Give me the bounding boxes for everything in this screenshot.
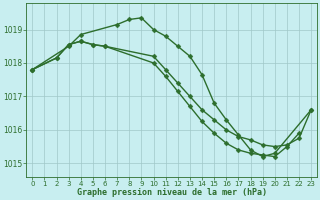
- X-axis label: Graphe pression niveau de la mer (hPa): Graphe pression niveau de la mer (hPa): [77, 188, 267, 197]
